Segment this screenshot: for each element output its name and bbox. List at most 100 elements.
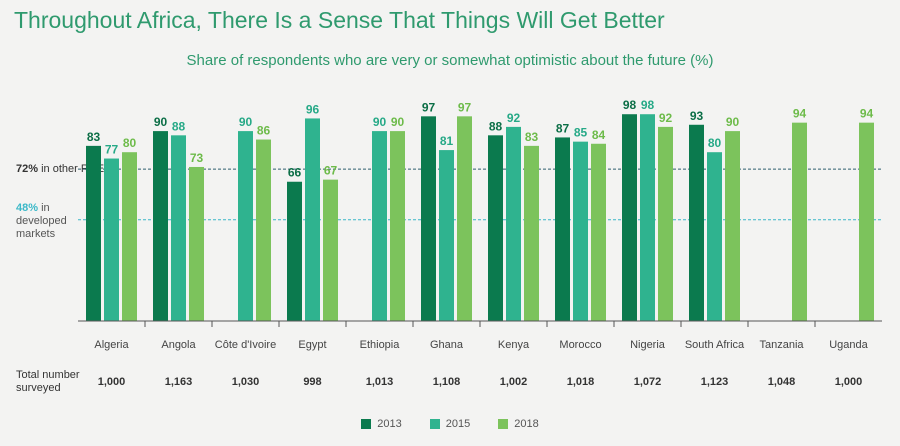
bar-morocco-2015 <box>573 141 588 321</box>
legend-swatch-2013 <box>361 419 372 429</box>
data-label-algeria-2015: 77 <box>105 143 119 157</box>
data-label-nigeria-2013: 98 <box>623 98 637 112</box>
total-south-africa: 1,123 <box>701 376 729 388</box>
bar-ghana-2018 <box>457 116 472 321</box>
legend-item-2013: 2013 <box>361 418 402 430</box>
category-label-tanzania: Tanzania <box>759 339 804 351</box>
legend-item-2015: 2015 <box>429 418 471 430</box>
bar-algeria-2015 <box>104 158 119 321</box>
data-label-kenya-2015: 92 <box>507 111 521 125</box>
total-morocco: 1,018 <box>567 376 595 388</box>
bar-nigeria-2015 <box>640 114 655 321</box>
data-label-ghana-2013: 97 <box>422 100 436 114</box>
data-label-c-te-d-ivoire-2015: 90 <box>239 115 253 129</box>
legend-swatch-2018 <box>498 419 509 429</box>
total-tanzania: 1,048 <box>768 376 796 388</box>
data-label-south-africa-2015: 80 <box>708 136 722 150</box>
chart-title: Throughout Africa, There Is a Sense That… <box>14 7 665 33</box>
bar-nigeria-2018 <box>658 126 673 321</box>
data-label-angola-2015: 88 <box>172 119 186 133</box>
bar-kenya-2018 <box>524 145 539 321</box>
bar-nigeria-2013 <box>622 114 637 321</box>
data-label-tanzania-2018: 94 <box>793 107 807 121</box>
category-label-kenya: Kenya <box>498 339 530 351</box>
data-label-morocco-2015: 85 <box>574 126 588 140</box>
category-label-nigeria: Nigeria <box>630 339 666 351</box>
total-angola: 1,163 <box>165 376 193 388</box>
data-label-south-africa-2013: 93 <box>690 109 704 123</box>
legend-label-2013: 2013 <box>377 418 402 430</box>
reference-value-other-rdes: 72% <box>16 163 39 175</box>
data-label-kenya-2013: 88 <box>489 119 503 133</box>
bar-algeria-2013 <box>86 145 101 321</box>
bar-ghana-2015 <box>439 150 454 321</box>
bar-angola-2015 <box>171 135 186 321</box>
bar-ethiopia-2015 <box>372 131 387 321</box>
data-label-angola-2018: 73 <box>190 151 204 165</box>
data-label-morocco-2018: 84 <box>592 128 606 142</box>
bar-algeria-2018 <box>122 152 137 321</box>
bar-uganda-2018 <box>859 122 874 321</box>
total-c-te-d-ivoire: 1,030 <box>232 376 260 388</box>
data-label-ghana-2015: 81 <box>440 134 454 148</box>
data-label-ethiopia-2018: 90 <box>391 115 405 129</box>
category-label-egypt: Egypt <box>298 339 326 351</box>
data-label-nigeria-2015: 98 <box>641 98 655 112</box>
category-label-south-africa: South Africa <box>685 339 745 351</box>
bar-kenya-2013 <box>488 135 503 321</box>
bar-angola-2013 <box>153 131 168 321</box>
bar-ghana-2013 <box>421 116 436 321</box>
totals-row-label: Total number surveyed <box>16 369 80 394</box>
total-ghana: 1,108 <box>433 376 461 388</box>
bar-egypt-2018 <box>323 179 338 321</box>
legend-label-2018: 2018 <box>514 418 539 430</box>
total-nigeria: 1,072 <box>634 376 662 388</box>
data-label-nigeria-2018: 92 <box>659 111 673 125</box>
bar-south-africa-2013 <box>689 124 704 322</box>
data-label-algeria-2013: 83 <box>87 130 101 144</box>
bar-south-africa-2018 <box>725 131 740 321</box>
data-label-ethiopia-2015: 90 <box>373 115 387 129</box>
bar-ethiopia-2018 <box>390 131 405 321</box>
data-label-c-te-d-ivoire-2018: 86 <box>257 124 271 138</box>
bar-c-te-d-ivoire-2018 <box>256 139 271 321</box>
reference-label-developed: 48% in developed markets <box>16 202 76 241</box>
legend-item-2018: 2018 <box>498 418 539 430</box>
total-kenya: 1,002 <box>500 376 528 388</box>
category-label-ghana: Ghana <box>430 339 464 351</box>
bar-tanzania-2018 <box>792 122 807 321</box>
total-egypt: 998 <box>303 376 321 388</box>
category-label-algeria: Algeria <box>94 339 129 351</box>
bar-south-africa-2015 <box>707 152 722 321</box>
category-label-c-te-d-ivoire: Côte d'Ivoire <box>215 339 276 351</box>
bar-morocco-2013 <box>555 137 570 321</box>
data-label-egypt-2015: 96 <box>306 102 320 116</box>
data-label-angola-2013: 90 <box>154 115 168 129</box>
data-label-south-africa-2018: 90 <box>726 115 740 129</box>
data-label-egypt-2018: 67 <box>324 164 338 178</box>
bar-morocco-2018 <box>591 143 606 321</box>
data-label-kenya-2018: 83 <box>525 130 539 144</box>
category-label-uganda: Uganda <box>829 339 868 351</box>
bar-egypt-2015 <box>305 118 320 321</box>
reference-value-developed: 48% <box>16 202 39 214</box>
bar-angola-2018 <box>189 166 204 321</box>
data-label-ghana-2018: 97 <box>458 100 472 114</box>
data-label-uganda-2018: 94 <box>860 107 874 121</box>
bar-kenya-2015 <box>506 126 521 321</box>
data-label-morocco-2013: 87 <box>556 121 570 135</box>
legend: 2013 2015 2018 <box>0 418 900 430</box>
legend-label-2015: 2015 <box>445 418 471 430</box>
data-label-egypt-2013: 66 <box>288 166 302 180</box>
category-label-ethiopia: Ethiopia <box>360 339 401 351</box>
category-label-morocco: Morocco <box>559 339 601 351</box>
bar-egypt-2013 <box>287 181 302 321</box>
reference-text-developed: in developed markets <box>16 202 67 240</box>
total-uganda: 1,000 <box>835 376 863 388</box>
chart-subtitle: Share of respondents who are very or som… <box>186 52 714 69</box>
total-algeria: 1,000 <box>98 376 126 388</box>
legend-swatch-2015 <box>429 419 440 429</box>
total-ethiopia: 1,013 <box>366 376 394 388</box>
category-label-angola: Angola <box>161 339 196 351</box>
